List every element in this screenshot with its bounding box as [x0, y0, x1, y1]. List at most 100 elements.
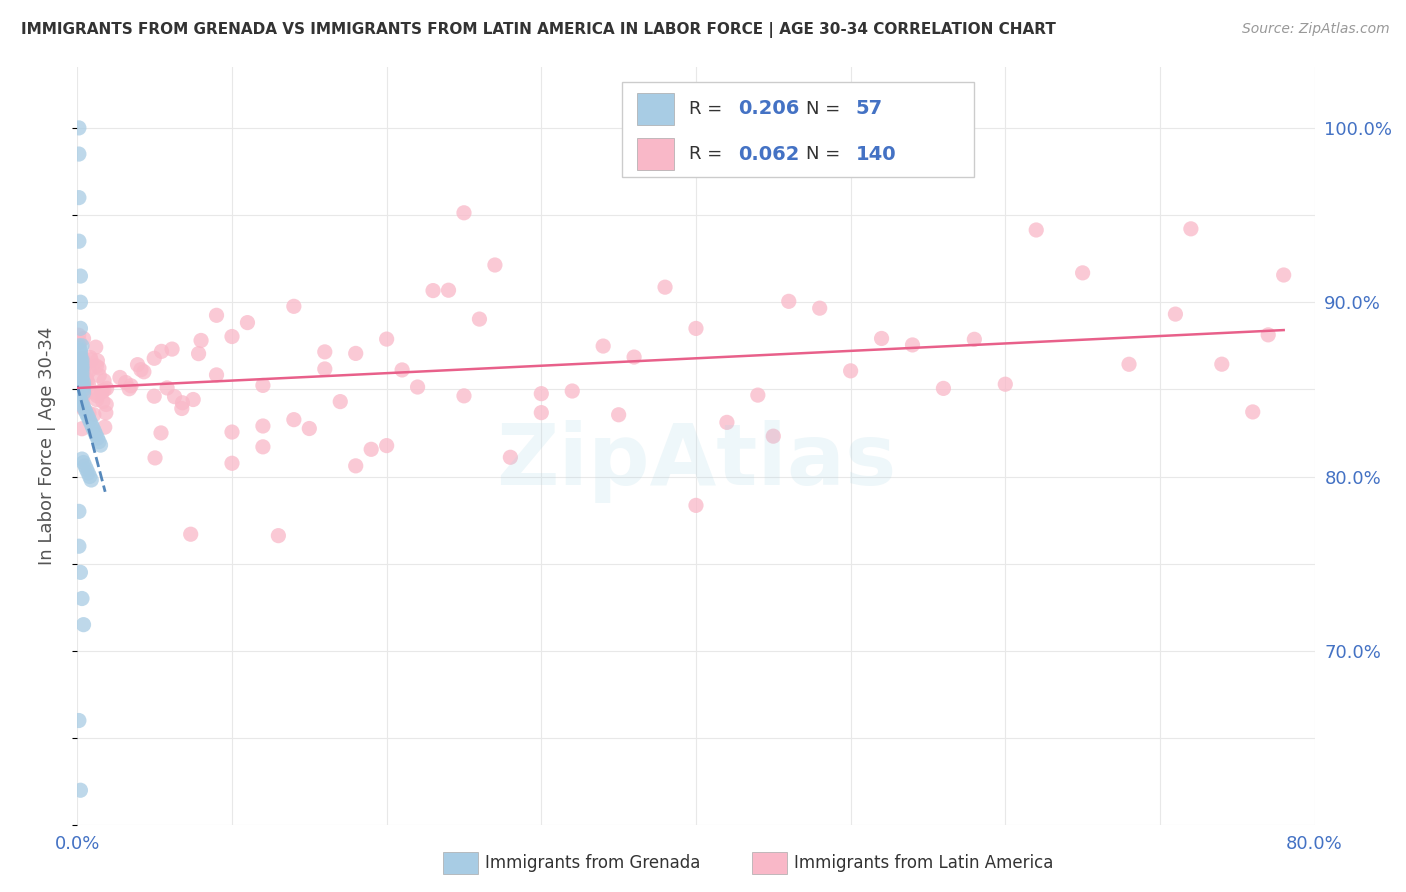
Point	[72, 351, 94, 365]
Text: Source: ZipAtlas.com: Source: ZipAtlas.com	[1241, 22, 1389, 37]
Point	[91, 394, 114, 409]
Point	[150, 425, 173, 440]
Point	[83, 408, 105, 422]
Point	[72, 359, 94, 373]
Point	[86, 359, 108, 374]
Point	[839, 364, 862, 378]
Text: N =: N =	[806, 145, 846, 163]
Point	[77, 410, 100, 425]
Point	[80, 352, 103, 367]
Point	[70, 371, 93, 385]
Point	[314, 362, 336, 376]
Point	[1272, 268, 1295, 282]
Point	[69, 321, 91, 335]
Point	[96, 381, 118, 395]
Point	[93, 374, 115, 388]
Point	[69, 344, 91, 359]
Point	[89, 368, 111, 383]
Point	[96, 397, 118, 411]
Point	[1118, 357, 1140, 371]
Point	[87, 360, 110, 375]
Point	[963, 332, 986, 346]
Point	[77, 406, 100, 420]
Point	[114, 376, 136, 390]
Point	[67, 339, 90, 353]
Point	[80, 473, 103, 487]
Point	[67, 393, 90, 408]
Point	[375, 332, 398, 346]
Point	[79, 414, 101, 428]
Point	[437, 283, 460, 297]
Point	[1164, 307, 1187, 321]
Point	[143, 351, 166, 366]
Text: ZipAtlas: ZipAtlas	[496, 419, 896, 503]
Point	[93, 383, 115, 397]
Point	[72, 392, 94, 407]
Point	[86, 392, 108, 407]
Point	[79, 351, 101, 365]
Point	[67, 384, 90, 399]
Point	[375, 439, 398, 453]
Point	[870, 331, 893, 345]
Point	[468, 312, 491, 326]
Point	[70, 356, 93, 370]
Point	[70, 368, 93, 383]
Point	[75, 370, 97, 384]
Point	[181, 392, 204, 407]
Point	[221, 456, 243, 470]
Text: Immigrants from Grenada: Immigrants from Grenada	[485, 854, 700, 871]
Point	[70, 359, 93, 374]
Point	[73, 372, 96, 386]
Point	[70, 372, 93, 386]
Point	[127, 358, 149, 372]
Point	[69, 295, 91, 310]
Point	[76, 374, 98, 388]
Point	[76, 407, 98, 421]
Point	[67, 356, 90, 370]
Bar	[637, 138, 673, 170]
Point	[69, 392, 91, 407]
Point	[72, 398, 94, 412]
Point	[344, 346, 367, 360]
Point	[70, 352, 93, 367]
Point	[75, 458, 96, 473]
Point	[72, 354, 94, 368]
Point	[72, 456, 94, 470]
Point	[298, 421, 321, 435]
Point	[205, 368, 228, 382]
Point	[84, 427, 107, 442]
Point	[994, 377, 1017, 392]
Text: R =: R =	[689, 100, 727, 118]
Point	[77, 364, 100, 378]
Point	[75, 403, 96, 417]
Text: R =: R =	[689, 145, 727, 163]
Point	[778, 294, 800, 309]
Text: N =: N =	[806, 100, 846, 118]
Point	[143, 450, 166, 465]
Point	[77, 377, 100, 392]
Point	[70, 396, 93, 410]
Point	[391, 363, 413, 377]
Point	[252, 440, 274, 454]
Point	[329, 394, 352, 409]
Point	[69, 347, 91, 361]
Point	[69, 268, 91, 283]
Point	[654, 280, 676, 294]
Point	[69, 386, 91, 401]
Point	[90, 384, 112, 399]
Point	[70, 352, 93, 367]
Point	[607, 408, 630, 422]
Point	[190, 334, 212, 348]
Point	[170, 401, 193, 416]
Point	[592, 339, 614, 353]
Point	[129, 362, 152, 376]
Point	[453, 206, 475, 220]
Point	[252, 419, 274, 434]
Point	[70, 422, 93, 436]
Point	[172, 396, 194, 410]
Point	[267, 528, 290, 542]
Point	[484, 258, 506, 272]
Point	[80, 417, 103, 432]
Point	[73, 387, 96, 401]
Point	[79, 469, 101, 483]
